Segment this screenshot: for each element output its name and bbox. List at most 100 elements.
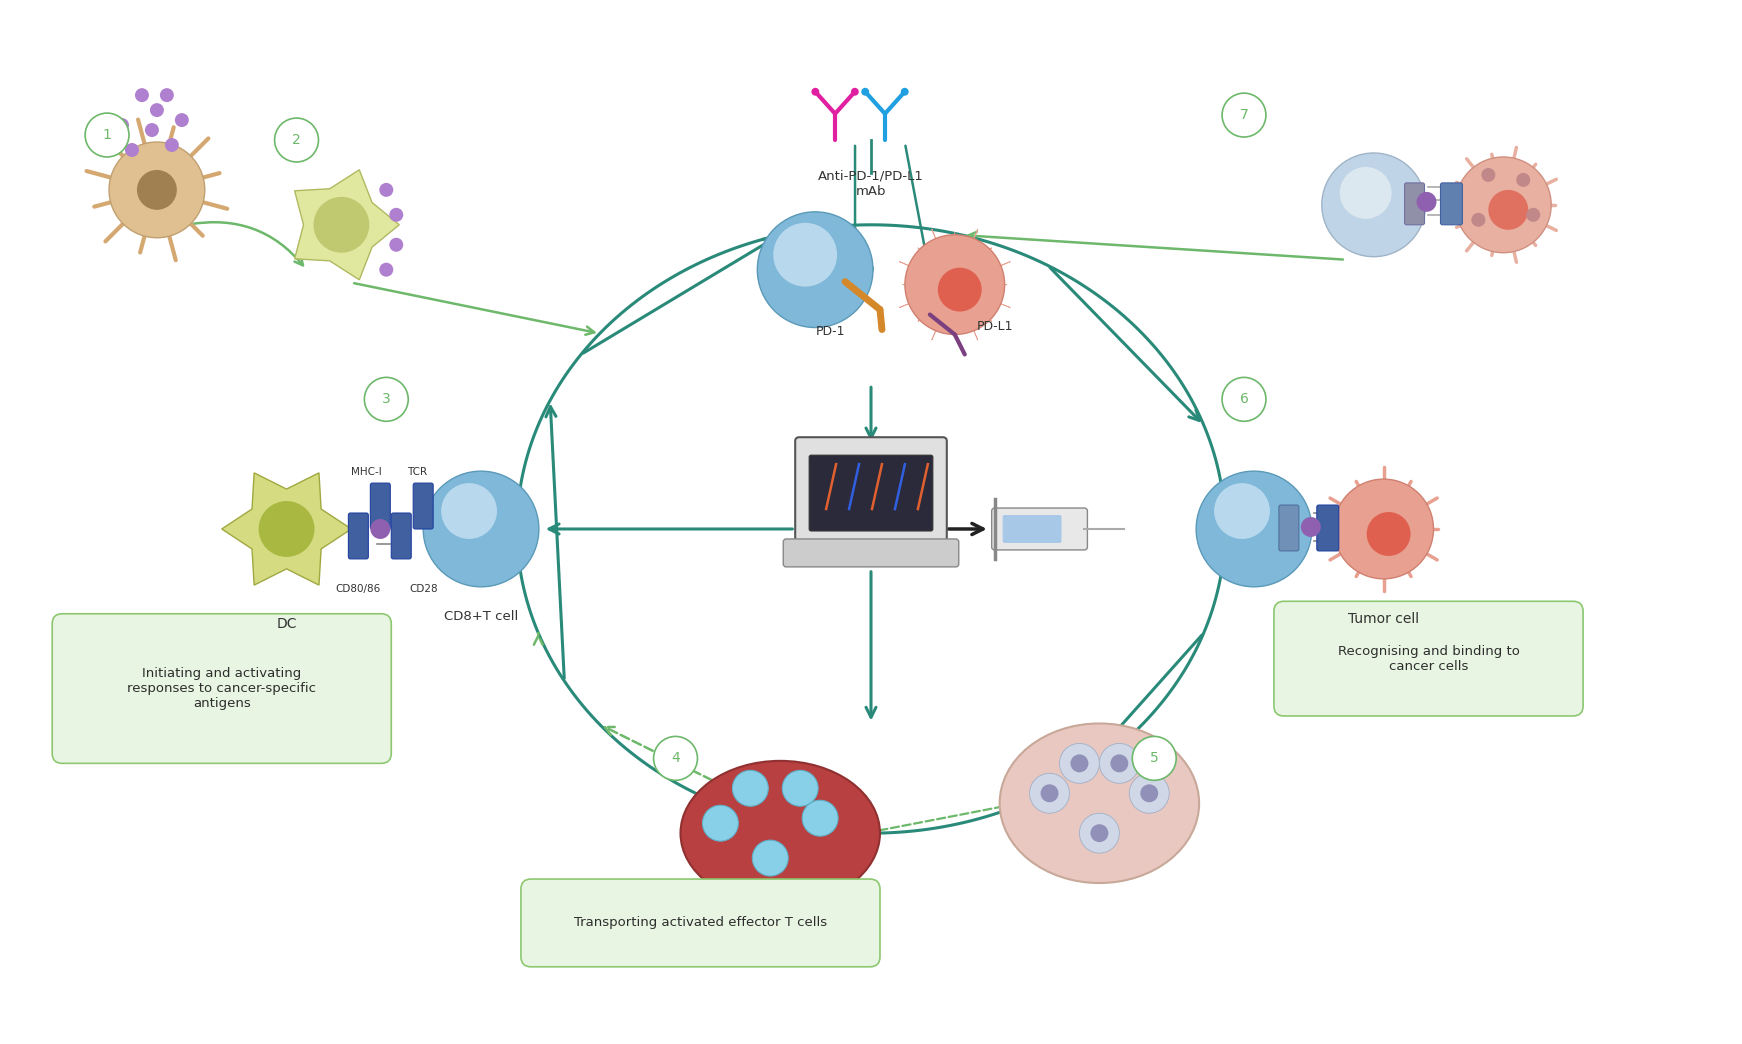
Circle shape [773,222,838,287]
FancyArrowPatch shape [986,247,991,253]
Circle shape [1416,192,1437,212]
Text: 3: 3 [381,393,390,406]
Circle shape [1059,743,1099,783]
Circle shape [1223,377,1266,422]
Text: MHC-I: MHC-I [350,467,381,477]
Circle shape [258,501,315,556]
Circle shape [380,183,394,197]
Circle shape [150,103,164,117]
FancyBboxPatch shape [1441,183,1463,224]
Text: 5: 5 [1150,752,1158,765]
Circle shape [1472,213,1486,227]
Text: CD80/86: CD80/86 [336,584,381,594]
Circle shape [138,170,178,210]
Circle shape [314,197,369,253]
Circle shape [125,143,139,157]
Circle shape [904,235,1005,334]
Circle shape [753,840,787,876]
Circle shape [1090,824,1108,843]
Polygon shape [221,473,352,585]
Ellipse shape [681,761,880,905]
FancyBboxPatch shape [521,879,880,967]
Text: 4: 4 [671,752,679,765]
Circle shape [1141,784,1158,802]
FancyBboxPatch shape [1273,601,1583,716]
FancyArrowPatch shape [972,326,977,340]
Circle shape [423,471,538,587]
FancyArrowPatch shape [996,262,1010,267]
Circle shape [371,519,390,539]
FancyArrowPatch shape [918,247,923,253]
FancyBboxPatch shape [1279,505,1300,551]
FancyBboxPatch shape [991,508,1087,550]
FancyBboxPatch shape [1003,515,1061,543]
Circle shape [861,88,869,96]
FancyBboxPatch shape [413,483,434,529]
Circle shape [702,805,739,841]
Text: Transporting activated effector T cells: Transporting activated effector T cells [573,917,827,929]
Text: 1: 1 [103,128,111,142]
Text: 7: 7 [1240,109,1249,122]
FancyArrowPatch shape [899,262,913,267]
Text: Anti-PD-1/PD-L1
mAb: Anti-PD-1/PD-L1 mAb [819,170,923,198]
Circle shape [1526,208,1540,221]
FancyArrowPatch shape [972,229,977,243]
Circle shape [1040,784,1059,802]
FancyBboxPatch shape [794,437,948,543]
Circle shape [1301,517,1320,537]
Text: PD-L1: PD-L1 [977,319,1012,333]
Circle shape [1488,190,1528,230]
Polygon shape [294,170,399,280]
Circle shape [1455,157,1550,253]
Circle shape [145,123,159,137]
Circle shape [380,263,394,277]
Circle shape [110,142,206,238]
Circle shape [165,138,179,152]
Ellipse shape [1000,723,1198,883]
FancyArrowPatch shape [918,316,923,322]
Circle shape [1367,512,1411,555]
Text: 6: 6 [1240,393,1249,406]
Circle shape [1099,743,1139,783]
Circle shape [160,88,174,102]
Text: PD-1: PD-1 [815,325,845,337]
Text: CD28: CD28 [409,584,437,594]
FancyBboxPatch shape [392,513,411,559]
Circle shape [1197,471,1312,587]
Circle shape [134,88,148,102]
FancyArrowPatch shape [932,326,937,340]
Circle shape [1132,736,1176,780]
Circle shape [850,88,859,96]
FancyBboxPatch shape [371,483,390,529]
Circle shape [388,238,402,252]
Circle shape [1129,774,1169,813]
Circle shape [758,212,873,328]
FancyBboxPatch shape [348,513,368,559]
Text: 2: 2 [293,133,301,147]
FancyArrowPatch shape [932,229,937,243]
FancyArrowPatch shape [996,302,1010,308]
Circle shape [1071,755,1089,773]
Circle shape [1340,167,1392,219]
Text: CD8+T cell: CD8+T cell [444,611,517,623]
Text: DC: DC [277,617,296,631]
Circle shape [85,113,129,157]
Circle shape [812,88,819,96]
Circle shape [782,770,819,806]
Circle shape [275,118,319,162]
FancyBboxPatch shape [784,539,958,567]
Circle shape [1481,168,1495,182]
FancyBboxPatch shape [1317,505,1340,551]
Circle shape [174,113,188,127]
FancyBboxPatch shape [52,614,392,763]
FancyArrowPatch shape [986,316,991,322]
Circle shape [1516,173,1529,187]
Circle shape [1110,755,1129,773]
Circle shape [937,267,982,311]
Text: Recognising and binding to
cancer cells: Recognising and binding to cancer cells [1338,644,1519,672]
Circle shape [732,770,768,806]
Text: Tumor cell: Tumor cell [1348,612,1420,625]
Circle shape [1214,483,1270,539]
Circle shape [1080,813,1120,853]
Circle shape [653,736,697,780]
